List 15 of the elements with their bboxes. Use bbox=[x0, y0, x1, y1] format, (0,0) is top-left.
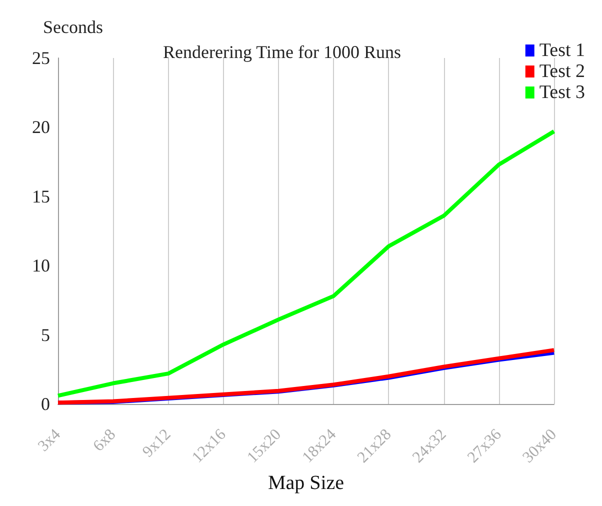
y-tick-label: 20 bbox=[32, 117, 50, 138]
y-tick-label: 10 bbox=[32, 256, 50, 276]
x-tick-label: 6x8 bbox=[90, 426, 120, 456]
y-tick-label: 0 bbox=[41, 394, 50, 414]
legend-label: Test 1 bbox=[539, 40, 586, 61]
legend-label: Test 3 bbox=[539, 82, 586, 103]
x-axis-title: Map Size bbox=[268, 472, 344, 494]
y-tick-label: 5 bbox=[41, 324, 50, 345]
y-tick-label: 15 bbox=[32, 186, 50, 206]
y-axis-title: Seconds bbox=[43, 17, 103, 37]
chart-title: Renderering Time for 1000 Runs bbox=[163, 42, 401, 62]
y-tick-label: 25 bbox=[32, 48, 50, 68]
legend-label: Test 2 bbox=[539, 61, 586, 82]
x-tick-label: 3x4 bbox=[35, 426, 64, 456]
line-series bbox=[56, 129, 556, 398]
